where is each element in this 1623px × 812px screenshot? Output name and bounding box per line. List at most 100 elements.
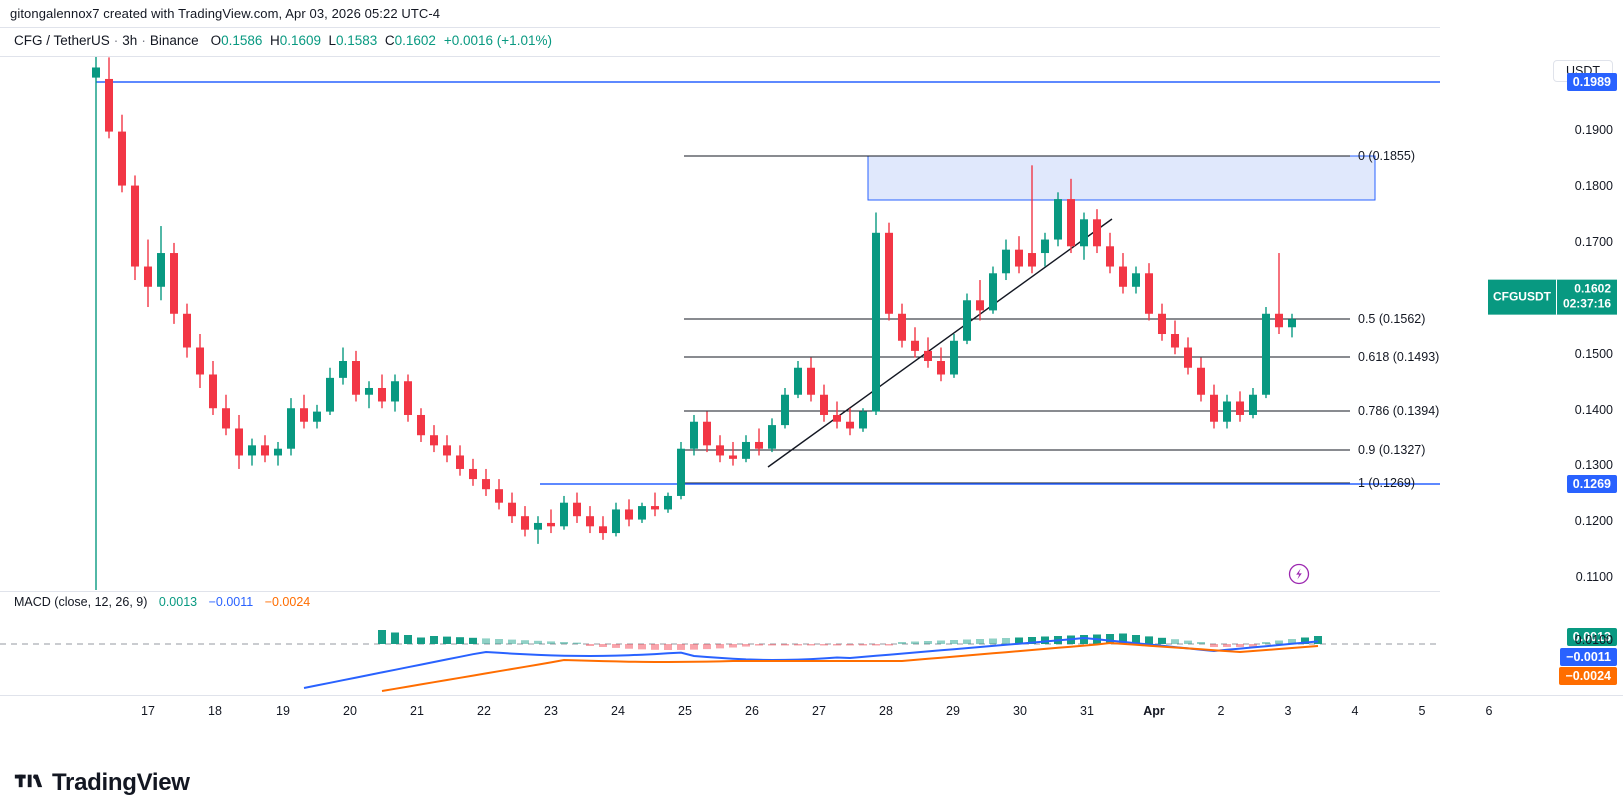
legend-ohlc: O0.1586 H0.1609 L0.1583 C0.1602 <box>211 33 436 48</box>
trend-line <box>767 218 1113 468</box>
candle-body <box>560 502 568 527</box>
legend-timeframe[interactable]: 3h <box>122 33 138 48</box>
macd-histogram-bar <box>391 632 399 644</box>
macd-pane[interactable]: MACD (close, 12, 26, 9) 0.0013 −0.0011 −… <box>0 592 1440 695</box>
tradingview-watermark: TradingView <box>14 768 190 798</box>
legend-exchange[interactable]: Binance <box>149 33 199 48</box>
tradingview-wordmark: TradingView <box>52 769 190 796</box>
fib-level-label[interactable]: 0 (0.1855) <box>1358 149 1415 163</box>
macd-histogram-bar <box>781 644 789 646</box>
symbol-badge-price: 0.1602 <box>1574 281 1611 296</box>
fib-level-label[interactable]: 0.5 (0.1562) <box>1358 312 1426 326</box>
ohlc-close-label: C <box>384 33 395 48</box>
macd-histogram-bar <box>1184 640 1192 644</box>
candle-body <box>586 516 594 527</box>
macd-axis-tick: 0.0100 <box>1574 633 1613 647</box>
date-tick: Apr <box>1143 704 1165 718</box>
ohlc-close-value: 0.1602 <box>394 33 436 48</box>
symbol-legend: CFG / TetherUS · 3h · Binance O0.1586 H0… <box>14 33 552 48</box>
macd-histogram-bar <box>417 637 425 644</box>
ohlc-open-label: O <box>210 33 222 48</box>
macd-legend: MACD (close, 12, 26, 9) 0.0013 −0.0011 −… <box>14 595 310 609</box>
candle-body <box>1145 273 1153 314</box>
macd-value-badge[interactable]: 0.0013 <box>1566 628 1617 646</box>
macd-histogram-bar <box>1210 644 1218 647</box>
candle-body <box>404 381 412 415</box>
price-level-badge[interactable]: 0.1989 <box>1566 73 1617 91</box>
candle-body <box>183 313 191 348</box>
candle-body <box>534 522 542 530</box>
price-tick: 0.1400 <box>1574 403 1613 417</box>
price-axis[interactable]: USDT 0.1900 0.1800 0.1700 0.1500 0.1400 0.130… <box>1440 27 1623 695</box>
macd-histogram-bar <box>651 644 659 650</box>
date-tick: 30 <box>1013 704 1027 718</box>
candle-body <box>625 509 633 520</box>
date-tick: 5 <box>1418 704 1426 718</box>
macd-histogram-bar <box>482 638 490 644</box>
macd-histogram-bar <box>976 639 984 644</box>
date-tick: 25 <box>678 704 692 718</box>
ohlc-high-value: 0.1609 <box>279 33 321 48</box>
candle-body <box>144 266 152 287</box>
macd-histogram-bar <box>950 640 958 644</box>
macd-histogram-bar <box>1249 644 1257 647</box>
macd-histogram-bar <box>1171 639 1179 644</box>
date-tick: 4 <box>1351 704 1359 718</box>
macd-histogram-bar <box>989 638 997 644</box>
macd-histogram-bar <box>963 639 971 644</box>
macd-histogram-bar <box>508 639 516 644</box>
price-pane[interactable] <box>0 57 1440 590</box>
macd-histogram-bar <box>677 644 685 650</box>
date-tick: 19 <box>276 704 290 718</box>
alert-icon <box>1288 563 1310 585</box>
candle-body <box>495 489 503 503</box>
candle-body <box>339 361 347 378</box>
date-axis-divider <box>0 695 1623 696</box>
macd-histogram-bar <box>1028 637 1036 644</box>
candle-body <box>547 522 555 527</box>
candle-body <box>1106 246 1114 267</box>
candle-body <box>521 516 529 530</box>
macd-histogram-bar <box>1288 639 1296 644</box>
fib-level-label[interactable]: 0.618 (0.1493) <box>1358 350 1440 364</box>
candle-body <box>924 350 932 361</box>
candle-body <box>1119 266 1127 287</box>
candle-body <box>456 455 464 469</box>
symbol-badge-countdown: 02:37:16 <box>1562 297 1611 311</box>
date-tick: 21 <box>410 704 424 718</box>
fib-level-lines <box>684 155 1350 484</box>
candle-body <box>820 394 828 415</box>
macd-value-badge[interactable]: −0.0024 <box>1559 667 1617 685</box>
macd-histogram-bar <box>742 644 750 647</box>
fib-level-label[interactable]: 0.786 (0.1394) <box>1358 404 1440 418</box>
candle-body <box>690 421 698 449</box>
macd-histogram-bar <box>521 640 529 644</box>
symbol-price-badge[interactable]: CFGUSDT 0.1602 02:37:16 <box>1487 279 1617 315</box>
date-axis[interactable]: 17 18 19 20 21 22 23 24 25 26 27 28 29 30 31 Apr 2 3 4 5 6 <box>0 695 1623 735</box>
macd-histogram-bar <box>1015 637 1023 644</box>
date-tick: 22 <box>477 704 491 718</box>
fib-level-label[interactable]: 1 (0.1269) <box>1358 476 1415 490</box>
macd-histogram-bar <box>1080 635 1088 644</box>
macd-title[interactable]: MACD (close, 12, 26, 9) <box>14 595 148 609</box>
macd-histogram-bar <box>768 644 776 646</box>
macd-histogram-bar <box>534 640 542 644</box>
price-tick: 0.1900 <box>1574 123 1613 137</box>
candle-body <box>599 526 607 534</box>
candle-body <box>1249 394 1257 415</box>
candle-body <box>157 253 165 287</box>
candle-body <box>638 506 646 520</box>
macd-value-badge[interactable]: −0.0011 <box>1560 648 1617 666</box>
macd-histogram-bar <box>1236 644 1244 647</box>
legend-symbol[interactable]: CFG / TetherUS <box>14 33 110 48</box>
fib-level-label[interactable]: 0.9 (0.1327) <box>1358 443 1426 457</box>
legend-separator-2: · <box>141 33 146 48</box>
price-level-badge[interactable]: 0.1269 <box>1566 475 1617 493</box>
candle-body <box>1184 347 1192 368</box>
macd-histogram-bar <box>755 644 763 646</box>
macd-histogram-bar <box>716 644 724 649</box>
macd-histogram-bar <box>599 644 607 647</box>
date-tick: 31 <box>1080 704 1094 718</box>
candle-body <box>170 253 178 314</box>
